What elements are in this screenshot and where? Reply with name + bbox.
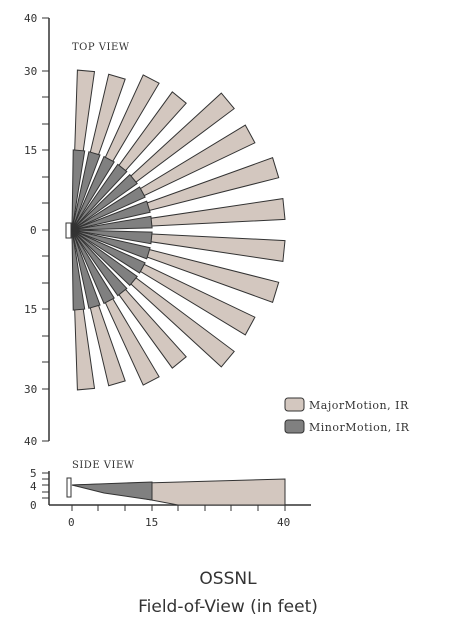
top-tick-label: 0 xyxy=(30,224,37,237)
minor-motion-beam xyxy=(71,229,128,297)
minor-motion-beam xyxy=(71,215,153,231)
top-tick-label: 15 xyxy=(24,303,37,316)
top-tick-label: 15 xyxy=(24,144,37,157)
minor-motion-beam xyxy=(71,229,115,305)
side-x-tick-label: 0 xyxy=(68,516,75,529)
legend-major-label: MajorMotion, IR xyxy=(309,399,409,412)
top-tick-label: 40 xyxy=(24,435,37,448)
minor-motion-beam xyxy=(71,229,151,260)
side-sensor-icon xyxy=(66,477,72,498)
top-tick-label: 30 xyxy=(24,65,37,78)
caption-description: Field-of-View (in feet) xyxy=(138,597,318,617)
top-view: TOP VIEW 40 30 15 0 15 30 40 xyxy=(24,12,286,448)
top-view-ticks xyxy=(42,17,49,442)
minor-motion-beam xyxy=(71,151,101,231)
legend-minor-label: MinorMotion, IR xyxy=(309,421,410,434)
minor-motion-beam xyxy=(71,229,153,245)
side-y-tick-label: 4 xyxy=(30,480,37,493)
coverage-beams xyxy=(71,69,286,391)
minor-motion-beam xyxy=(71,186,146,231)
side-x-tick-label: 15 xyxy=(145,516,158,529)
minor-motion-beam xyxy=(71,200,151,231)
minor-motion-beam xyxy=(71,173,138,231)
minor-motion-beam xyxy=(71,149,86,231)
side-x-tick-label: 40 xyxy=(277,516,290,529)
top-view-title: TOP VIEW xyxy=(72,42,130,53)
side-view: SIDE VIEW 5 4 0 0 15 40 xyxy=(30,460,311,529)
minor-motion-beam xyxy=(71,163,128,231)
minor-motion-beam xyxy=(71,155,115,231)
side-y-tick-label: 5 xyxy=(30,467,37,480)
side-y-tick-label: 0 xyxy=(30,499,37,512)
legend-minor-swatch xyxy=(284,419,305,434)
side-view-ticks xyxy=(42,472,286,511)
top-tick-label: 40 xyxy=(24,12,37,25)
minor-motion-beam xyxy=(71,229,86,311)
minor-motion-beam xyxy=(71,229,146,274)
legend-major-swatch xyxy=(284,397,305,412)
side-view-title: SIDE VIEW xyxy=(72,460,135,471)
top-tick-label: 30 xyxy=(24,383,37,396)
minor-motion-beam xyxy=(71,229,138,287)
caption-model: OSSNL xyxy=(199,569,257,589)
minor-motion-beam xyxy=(71,229,101,309)
legend: MajorMotion, IR MinorMotion, IR xyxy=(284,397,410,434)
sensor-icon xyxy=(65,222,72,239)
side-minor-zone xyxy=(71,481,153,501)
